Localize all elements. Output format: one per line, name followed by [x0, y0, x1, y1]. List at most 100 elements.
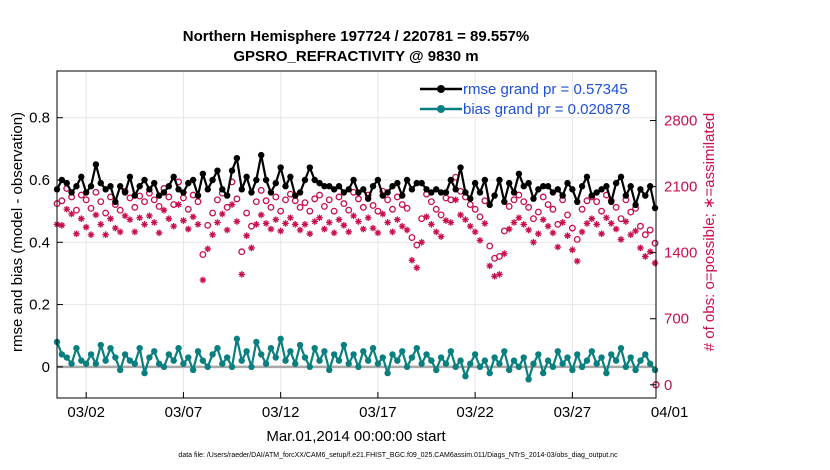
bias-point [248, 363, 255, 371]
bias-point [243, 348, 250, 355]
rmse-point [68, 189, 75, 196]
bias-point [107, 344, 114, 352]
bias-point [97, 341, 104, 349]
bias-point [394, 357, 401, 364]
assimilated-count-point [209, 231, 216, 239]
possible-count-point [354, 195, 362, 203]
assimilated-count-point [282, 220, 289, 227]
rmse-point [535, 186, 542, 193]
rmse-point [408, 186, 416, 193]
possible-count-point [384, 196, 392, 204]
possible-count-point [330, 207, 338, 215]
rmse-point [452, 186, 459, 193]
rmse-point [374, 176, 382, 184]
rmse-point [326, 183, 333, 190]
possible-count-point [646, 226, 654, 234]
possible-count-point [593, 198, 601, 206]
assimilated-count-point [301, 221, 309, 228]
assimilated-count-point [369, 224, 377, 232]
rmse-point [413, 179, 420, 187]
bias-point [340, 341, 348, 349]
possible-count-point [437, 211, 445, 219]
rmse-point [481, 176, 489, 184]
assimilated-count-point [515, 214, 523, 222]
assimilated-count-point [184, 225, 192, 233]
rmse-point [292, 192, 299, 199]
possible-count-point [408, 234, 416, 242]
bias-point [63, 354, 70, 361]
assimilated-count-point [622, 218, 630, 225]
rmse-point [530, 195, 537, 202]
assimilated-count-point [165, 215, 173, 222]
bias-point [413, 344, 420, 352]
bias-point [481, 357, 489, 364]
y-axis-label: rmse and bias (model - observation) [9, 112, 26, 352]
bias-point [496, 360, 503, 367]
assimilated-count-point [233, 218, 241, 225]
assimilated-count-point [68, 210, 75, 218]
assimilated-count-point [272, 216, 280, 223]
bias-point [262, 360, 270, 367]
bias-point [476, 363, 484, 371]
assimilated-count-point [73, 230, 80, 238]
assimilated-count-point [612, 225, 620, 233]
bias-point [515, 363, 523, 371]
x-tick-label: 03/12 [262, 404, 300, 421]
possible-count-point [413, 241, 421, 249]
bias-point [151, 348, 158, 355]
rmse-point [131, 192, 138, 199]
possible-count-point [369, 202, 377, 209]
rmse-point [335, 183, 343, 190]
rmse-point [360, 186, 367, 193]
rmse-point [520, 183, 527, 190]
assimilated-count-point [520, 221, 528, 228]
possible-count-point [427, 198, 435, 206]
bias-point [418, 360, 425, 367]
rmse-point [185, 179, 192, 187]
assimilated-count-point [194, 221, 202, 228]
possible-count-point [617, 215, 625, 223]
possible-count-point [116, 206, 124, 214]
assimilated-count-point [535, 230, 542, 238]
legend-bias-marker [437, 105, 445, 113]
possible-count-point [58, 197, 66, 205]
assimilated-count-point [146, 212, 153, 220]
possible-count-point [282, 196, 289, 204]
bias-point [170, 357, 177, 364]
bias-point [452, 363, 459, 371]
possible-count-point [102, 209, 110, 217]
assimilated-count-point [505, 225, 513, 233]
bias-point [588, 348, 596, 355]
bias-point [204, 363, 211, 371]
rmse-point [82, 189, 90, 196]
rmse-series [53, 151, 659, 212]
assimilated-count-point [423, 213, 430, 221]
possible-count-point [320, 202, 328, 210]
rmse-point [632, 201, 639, 209]
bias-point [345, 360, 352, 367]
possible-count-point [199, 251, 207, 259]
rmse-point [588, 192, 596, 199]
bias-point [73, 344, 80, 352]
rmse-point [63, 179, 70, 187]
bias-point [578, 363, 586, 371]
bias-point [321, 348, 328, 355]
rmse-point [515, 170, 523, 177]
possible-count-point [335, 193, 343, 201]
assimilated-count-point [291, 221, 299, 228]
assimilated-count-point [398, 222, 406, 230]
rmse-point [136, 183, 143, 190]
rmse-point [559, 192, 566, 199]
rmse-point [433, 186, 440, 193]
possible-count-point [277, 207, 285, 215]
rmse-point [165, 183, 173, 190]
y2-tick-label: 2100 [664, 179, 697, 196]
assimilated-count-point [63, 205, 71, 213]
possible-count-point [165, 193, 173, 201]
assimilated-count-point [578, 228, 586, 236]
possible-count-point [525, 203, 533, 211]
rmse-point [437, 189, 445, 196]
assimilated-count-point [544, 222, 552, 230]
possible-count-point [150, 196, 158, 204]
rmse-point [214, 167, 221, 174]
